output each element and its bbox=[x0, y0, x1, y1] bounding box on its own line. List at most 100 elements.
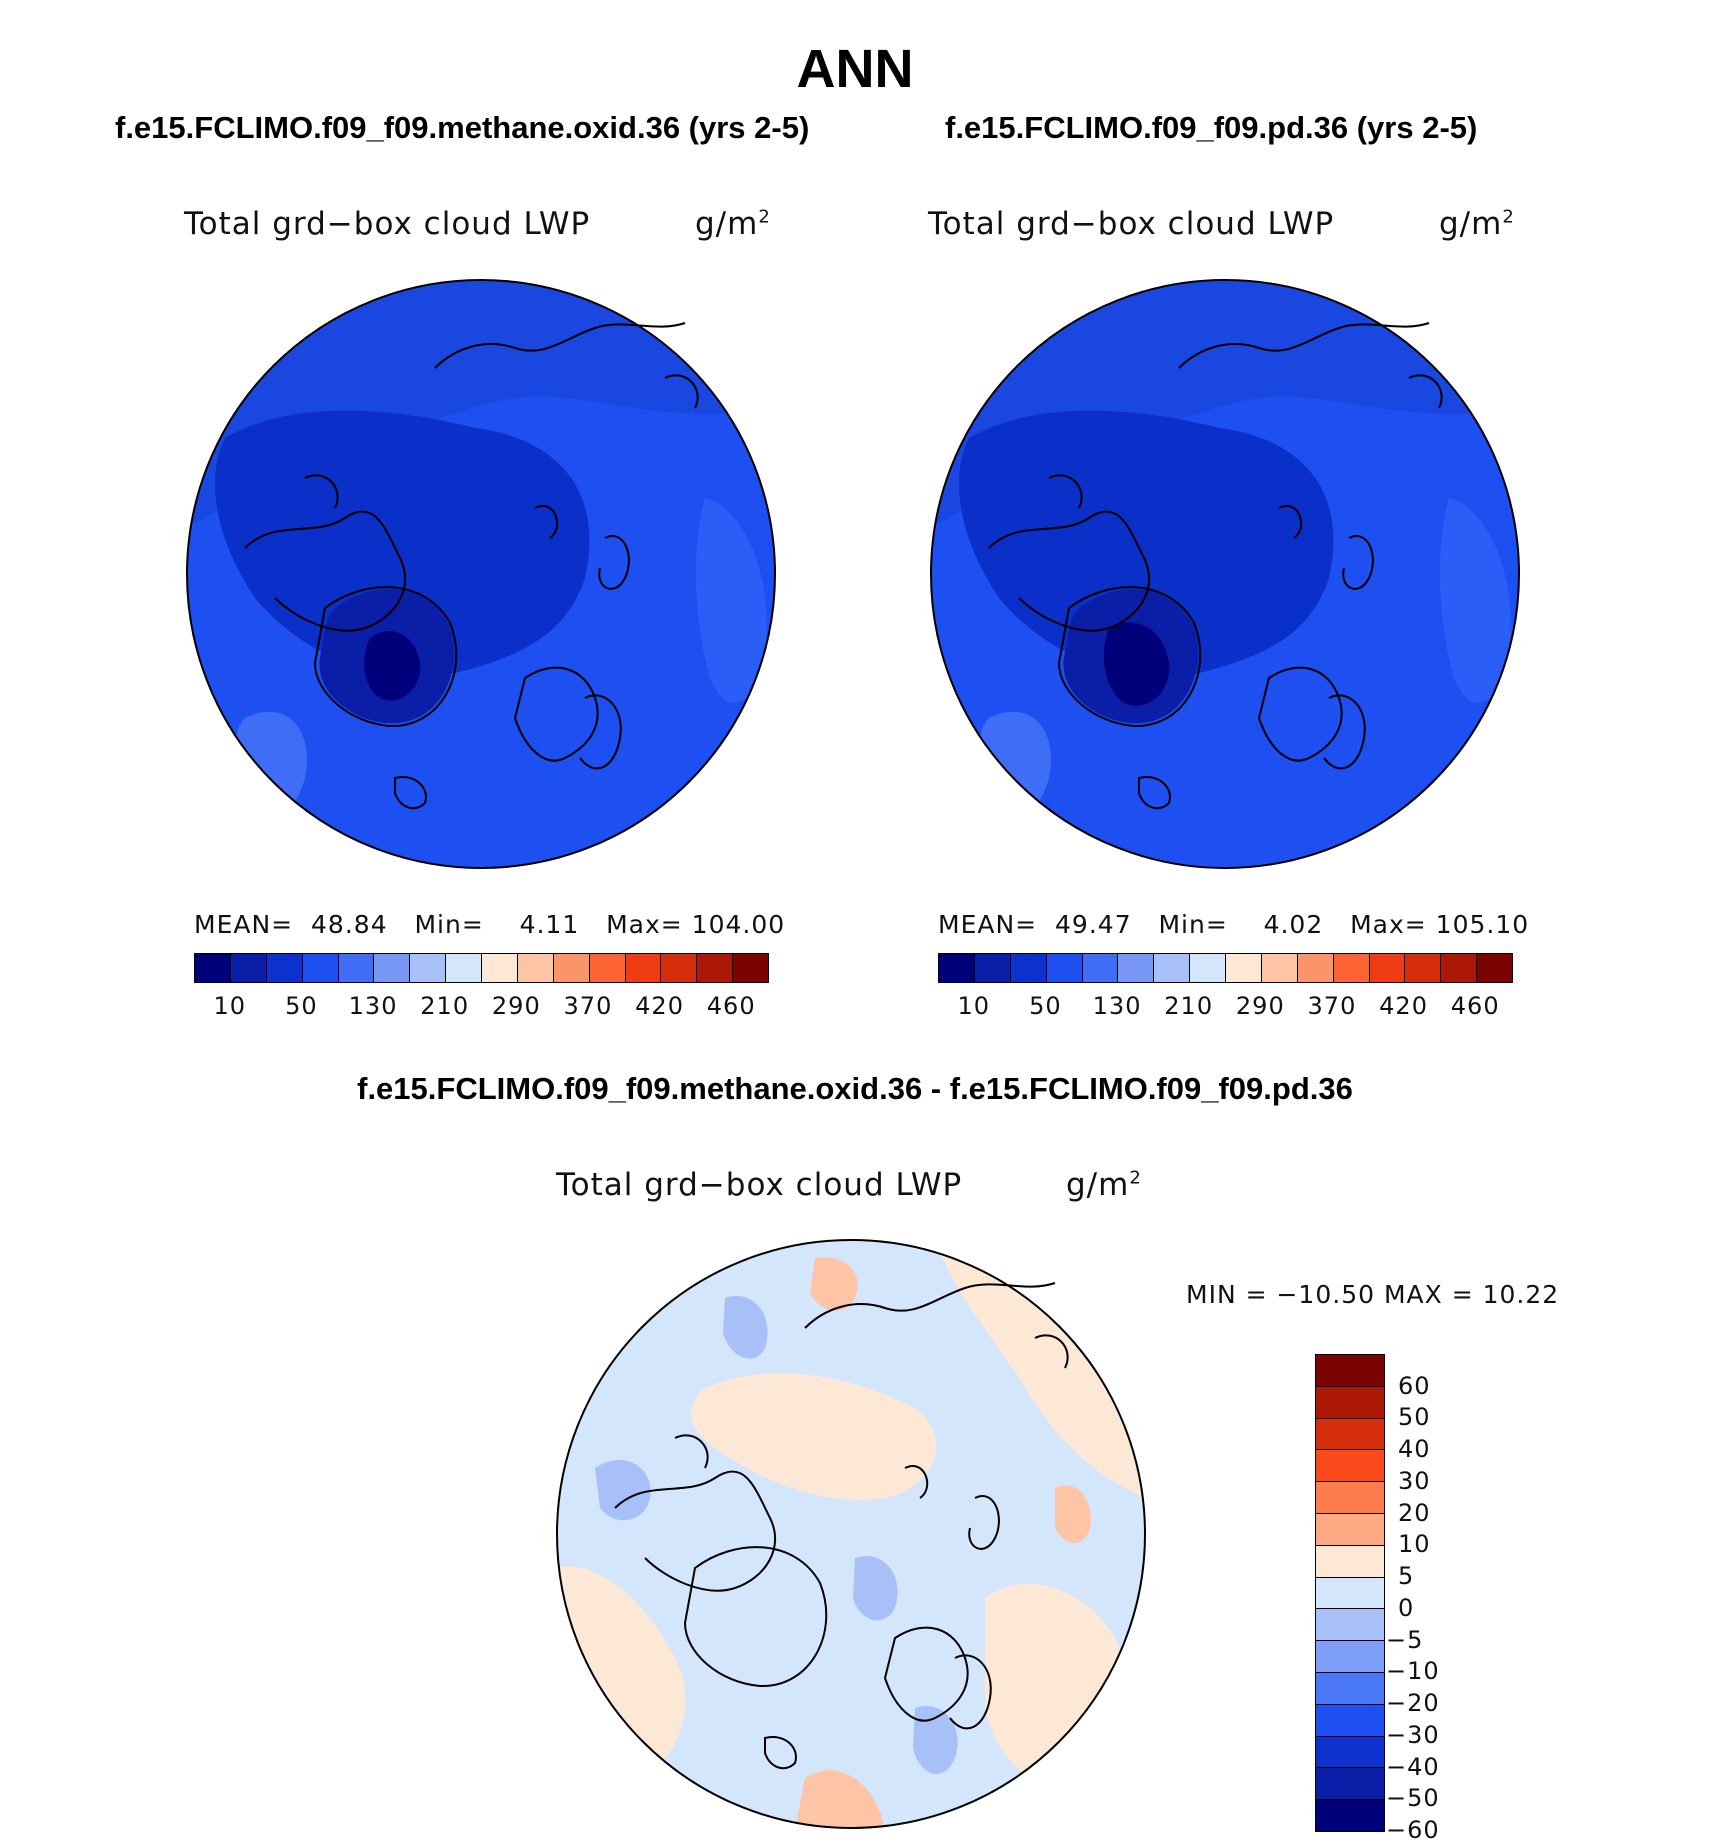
colorbar-swatch bbox=[1316, 1800, 1384, 1831]
colorbar-swatch bbox=[1441, 954, 1478, 982]
case-a-units-label: g/m2 bbox=[695, 206, 771, 242]
colorbar-swatch bbox=[1316, 1545, 1384, 1578]
colorbar-tick-label: 370 bbox=[563, 992, 613, 1020]
colorbar-tick-label: 10 bbox=[957, 992, 991, 1020]
colorbar-tick-label: −40 bbox=[1386, 1752, 1440, 1781]
colorbar-tick-label: −5 bbox=[1386, 1625, 1424, 1654]
case-b-polar-map bbox=[930, 279, 1520, 869]
colorbar-swatch bbox=[589, 954, 626, 982]
colorbar-tick-label: 5 bbox=[1398, 1562, 1415, 1591]
colorbar-tick-label: 290 bbox=[491, 992, 541, 1020]
colorbar-tick-label: −10 bbox=[1386, 1657, 1440, 1686]
colorbar-swatch bbox=[1477, 954, 1512, 982]
colorbar-tick-label: 420 bbox=[1379, 992, 1428, 1020]
colorbar-tick-label: 370 bbox=[1307, 992, 1357, 1020]
case-b-stats: MEAN= 49.47 Min= 4.02 Max= 105.10 bbox=[938, 910, 1530, 939]
colorbar-tick-label: 210 bbox=[1164, 992, 1214, 1020]
colorbar-swatch bbox=[1316, 1609, 1384, 1642]
colorbar-swatch bbox=[697, 954, 734, 982]
colorbar-swatch bbox=[446, 954, 482, 982]
colorbar-tick-label: 130 bbox=[1092, 992, 1142, 1020]
colorbar-swatch bbox=[625, 954, 662, 982]
colorbar-swatch bbox=[1226, 954, 1262, 982]
case-a-polar-map bbox=[186, 279, 776, 869]
colorbar-swatch bbox=[1316, 1482, 1384, 1514]
difference-minmax: MIN = −10.50 MAX = 10.22 bbox=[1186, 1280, 1560, 1309]
colorbar-swatch bbox=[1316, 1513, 1384, 1546]
colorbar-tick-label: 290 bbox=[1235, 992, 1285, 1020]
colorbar-swatch bbox=[302, 954, 339, 982]
colorbar-swatch bbox=[482, 954, 518, 982]
colorbar-swatch bbox=[1316, 1386, 1384, 1419]
colorbar-swatch bbox=[1316, 1641, 1384, 1673]
colorbar-tick-label: 20 bbox=[1398, 1498, 1431, 1527]
colorbar-swatch bbox=[1010, 954, 1047, 982]
colorbar-swatch bbox=[1316, 1736, 1384, 1769]
difference-polar-map bbox=[556, 1239, 1146, 1829]
colorbar-tick-label: 50 bbox=[1029, 992, 1062, 1020]
colorbar-tick-label: 50 bbox=[285, 992, 318, 1020]
colorbar-tick-label: 40 bbox=[1398, 1435, 1431, 1464]
colorbar-swatch bbox=[1297, 954, 1334, 982]
colorbar-tick-label: 0 bbox=[1398, 1593, 1415, 1622]
colorbar-swatch bbox=[266, 954, 303, 982]
colorbar-swatch bbox=[517, 954, 554, 982]
colorbar-swatch bbox=[1405, 954, 1442, 982]
colorbar-swatch bbox=[1316, 1672, 1384, 1705]
colorbar-tick-label: 130 bbox=[348, 992, 398, 1020]
case-a-variable-label: Total grd−box cloud LWP bbox=[184, 206, 591, 242]
colorbar-tick-label: 60 bbox=[1398, 1371, 1431, 1400]
colorbar-swatch bbox=[1046, 954, 1083, 982]
case-a-colorbar bbox=[194, 953, 769, 983]
colorbar-swatch bbox=[195, 954, 231, 982]
difference-units-label: g/m2 bbox=[1066, 1167, 1142, 1203]
colorbar-tick-label: −20 bbox=[1386, 1689, 1440, 1718]
difference-variable-label: Total grd−box cloud LWP bbox=[556, 1167, 963, 1203]
case-b-units-label: g/m2 bbox=[1439, 206, 1515, 242]
colorbar-swatch bbox=[1082, 954, 1119, 982]
colorbar-tick-label: 10 bbox=[1398, 1530, 1431, 1559]
colorbar-swatch bbox=[1316, 1418, 1384, 1451]
case-b-variable-label: Total grd−box cloud LWP bbox=[928, 206, 1335, 242]
case-b-colorbar-ticks: 10 50 130 210 290 370 420 460 bbox=[938, 992, 1511, 1022]
colorbar-swatch bbox=[1369, 954, 1406, 982]
case-b-colorbar bbox=[938, 953, 1513, 983]
case-a-title: f.e15.FCLIMO.f09_f09.methane.oxid.36 (yr… bbox=[115, 110, 810, 145]
difference-title: f.e15.FCLIMO.f09_f09.methane.oxid.36 - f… bbox=[357, 1071, 1353, 1106]
colorbar-swatch bbox=[733, 954, 768, 982]
colorbar-swatch bbox=[1316, 1450, 1384, 1483]
colorbar-swatch bbox=[1118, 954, 1155, 982]
colorbar-swatch bbox=[410, 954, 447, 982]
colorbar-swatch bbox=[1316, 1768, 1384, 1801]
colorbar-swatch bbox=[1333, 954, 1370, 982]
case-b-title: f.e15.FCLIMO.f09_f09.pd.36 (yrs 2-5) bbox=[945, 110, 1478, 145]
colorbar-tick-label: 460 bbox=[706, 992, 756, 1020]
difference-colorbar-ticks: 60 50 40 30 20 10 5 0 −5 −10 −20 −30 −40 −50 −60 bbox=[1386, 1354, 1502, 1844]
colorbar-tick-label: 210 bbox=[420, 992, 470, 1020]
colorbar-swatch bbox=[230, 954, 267, 982]
colorbar-tick-label: 30 bbox=[1398, 1466, 1431, 1495]
colorbar-tick-label: 420 bbox=[635, 992, 684, 1020]
colorbar-swatch bbox=[1261, 954, 1298, 982]
colorbar-tick-label: 50 bbox=[1398, 1403, 1431, 1432]
colorbar-tick-label: 460 bbox=[1450, 992, 1500, 1020]
case-a-stats: MEAN= 48.84 Min= 4.11 Max= 104.00 bbox=[194, 910, 786, 939]
colorbar-swatch bbox=[974, 954, 1011, 982]
colorbar-tick-label: 10 bbox=[213, 992, 247, 1020]
colorbar-swatch bbox=[1154, 954, 1191, 982]
difference-colorbar bbox=[1315, 1354, 1385, 1832]
page-title: ANN bbox=[796, 39, 914, 99]
colorbar-swatch bbox=[1316, 1577, 1384, 1610]
colorbar-swatch bbox=[1190, 954, 1226, 982]
colorbar-swatch bbox=[1316, 1704, 1384, 1737]
colorbar-swatch bbox=[338, 954, 375, 982]
colorbar-swatch bbox=[1316, 1355, 1384, 1387]
colorbar-swatch bbox=[374, 954, 411, 982]
colorbar-tick-label: −30 bbox=[1386, 1720, 1440, 1749]
colorbar-swatch bbox=[661, 954, 698, 982]
colorbar-swatch bbox=[939, 954, 975, 982]
colorbar-swatch bbox=[553, 954, 590, 982]
colorbar-tick-label: −60 bbox=[1386, 1816, 1440, 1844]
colorbar-tick-label: −50 bbox=[1386, 1784, 1440, 1813]
case-a-colorbar-ticks: 10 50 130 210 290 370 420 460 bbox=[194, 992, 767, 1022]
